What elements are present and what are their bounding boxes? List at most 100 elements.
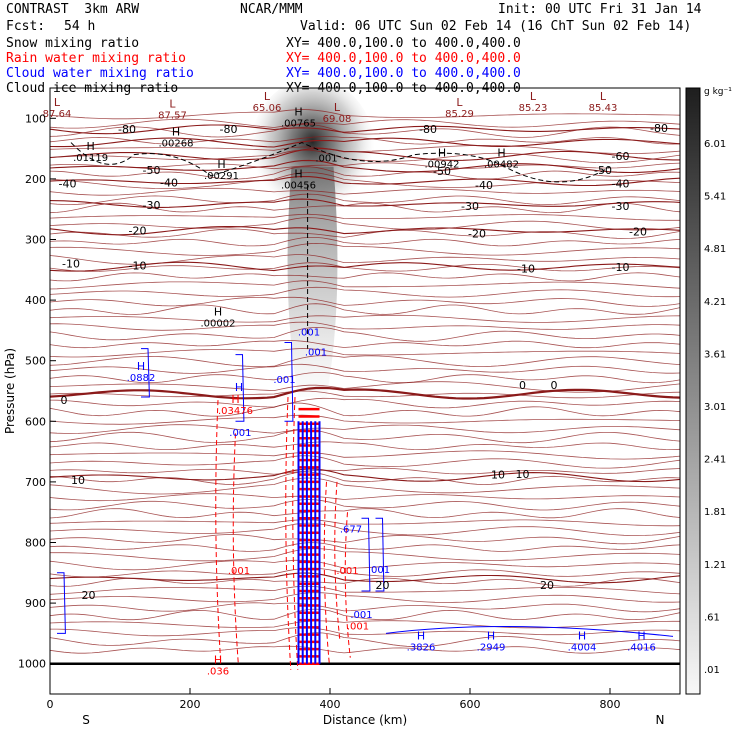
y-tick-label: 900 xyxy=(25,597,46,610)
extremum-marker: L xyxy=(600,90,607,103)
temperature-contour-line xyxy=(50,262,680,272)
fcst-value: 54 h xyxy=(64,19,96,34)
temperature-label: -10 xyxy=(129,260,147,273)
temperature-contour-line xyxy=(50,542,680,552)
extremum-marker: L xyxy=(264,90,271,103)
rain-contour xyxy=(215,400,222,664)
temperature-contour-line xyxy=(50,296,680,307)
temperature-contour-line xyxy=(50,109,680,120)
temperature-contour-line xyxy=(50,217,680,231)
x-tick-label: 0 xyxy=(47,698,54,711)
colorbar-tick-label: 3.61 xyxy=(704,349,726,360)
extremum-marker: H xyxy=(497,146,505,159)
fcst-label: Fcst: xyxy=(6,19,46,34)
temperature-contour-line xyxy=(50,326,680,342)
ice-plume-core xyxy=(250,88,375,219)
model-title: CONTRAST 3km ARW xyxy=(6,2,140,17)
temperature-label: -30 xyxy=(143,199,161,212)
temperature-label: -30 xyxy=(612,200,630,213)
temperature-contour-line xyxy=(50,314,680,323)
extremum-value: .03476 xyxy=(218,406,253,417)
rain-contour xyxy=(334,481,341,640)
cloud-water-contour xyxy=(57,572,66,634)
temperature-contour-level xyxy=(50,124,680,135)
extremum-value: .036 xyxy=(207,667,229,678)
extremum-marker: H xyxy=(86,140,94,153)
colorbar-tick-label: 2.41 xyxy=(704,455,726,466)
temperature-contour-level xyxy=(50,225,680,236)
extremum-marker: L xyxy=(169,97,176,110)
contour-value-label: .001 xyxy=(228,566,250,577)
temperature-contour-line xyxy=(50,381,680,393)
temperature-contours xyxy=(50,109,680,665)
y-tick-label: 1000 xyxy=(18,658,46,671)
extremum-marker: H xyxy=(578,629,586,642)
temperature-contour-line xyxy=(50,286,680,298)
temperature-contour-level xyxy=(50,572,680,584)
temperature-contour-line xyxy=(50,645,680,654)
extremum-marker: L xyxy=(334,101,341,114)
temperature-label: 0 xyxy=(519,379,526,392)
rain-contour xyxy=(323,481,330,664)
extremum-value: 69.08 xyxy=(323,114,352,125)
temperature-label: -80 xyxy=(220,123,238,136)
extremum-value: .4016 xyxy=(627,642,656,653)
colorbar-bar xyxy=(685,87,701,695)
extremum-marker: H xyxy=(417,629,425,642)
x-tick-label: 200 xyxy=(180,698,201,711)
field-name-rain: Rain water mixing ratio xyxy=(6,51,187,66)
field-xy-snow: XY= 400.0,100.0 to 400.0,400.0 xyxy=(286,36,521,51)
temperature-contour-line xyxy=(50,363,680,374)
temperature-contour-level xyxy=(50,261,680,272)
contour-value-label: .001 xyxy=(298,328,320,339)
temperature-label: -50 xyxy=(594,164,612,177)
cloud-water-contour xyxy=(375,517,385,592)
extremum-value: .0882 xyxy=(127,373,156,384)
contour-value-label: .001 xyxy=(273,375,295,386)
x-axis-title: Distance (km) xyxy=(323,713,407,727)
temperature-contour-line xyxy=(50,166,680,180)
temperature-contour-line xyxy=(50,627,680,637)
x-tick-label: 600 xyxy=(460,698,481,711)
temperature-label: -60 xyxy=(612,150,630,163)
temperature-contour-line xyxy=(50,348,680,358)
temperature-contour-level xyxy=(50,137,680,148)
extremum-value: 85.23 xyxy=(519,103,548,114)
contour-value-label: .001 xyxy=(315,154,337,165)
field-xy-rain: XY= 400.0,100.0 to 400.0,400.0 xyxy=(286,51,521,66)
x-tick-label: 800 xyxy=(600,698,621,711)
extremum-value: .00942 xyxy=(425,159,460,170)
temperature-label: -80 xyxy=(419,123,437,136)
temperature-contour-level xyxy=(50,468,680,483)
temperature-contour-line xyxy=(50,499,680,511)
temperature-label: -20 xyxy=(468,227,486,240)
extremum-value: .00002 xyxy=(201,318,236,329)
temperature-contour-line xyxy=(50,559,680,571)
temperature-label: -10 xyxy=(517,263,535,276)
x-tick-label: 400 xyxy=(320,698,341,711)
temperature-label: -80 xyxy=(650,122,668,135)
temperature-contour-line xyxy=(50,585,680,595)
temperature-contour-line xyxy=(50,280,680,290)
temperature-contour-line xyxy=(50,193,680,206)
extremum-marker: H xyxy=(294,105,302,118)
temperature-contour-line xyxy=(50,303,680,315)
temperature-label: -40 xyxy=(612,178,630,191)
cloud-water-contour xyxy=(141,348,150,398)
cloud-water-contour xyxy=(361,517,371,592)
temperature-contour-level xyxy=(50,198,680,208)
colorbar-tick-label: 4.81 xyxy=(704,244,726,255)
ice-plume-stem xyxy=(287,166,338,398)
temperature-contour-line xyxy=(50,424,680,434)
temperature-contour-line xyxy=(50,118,680,129)
contour-labels: -80 -80 -80 -80-60-50 -50 -50-40 -40 -40 -40-30-… xyxy=(43,90,668,678)
extremum-marker: H xyxy=(487,629,495,642)
temperature-label: 0 xyxy=(551,379,558,392)
rain-contour xyxy=(232,433,239,664)
field-name-snow: Snow mixing ratio xyxy=(6,36,140,51)
extremum-value: 65.06 xyxy=(253,103,282,114)
temperature-contour-line xyxy=(50,187,680,196)
temperature-label: 10 xyxy=(491,469,505,482)
colorbar-tick-label: 1.81 xyxy=(704,507,726,518)
y-tick-label: 300 xyxy=(25,234,46,247)
